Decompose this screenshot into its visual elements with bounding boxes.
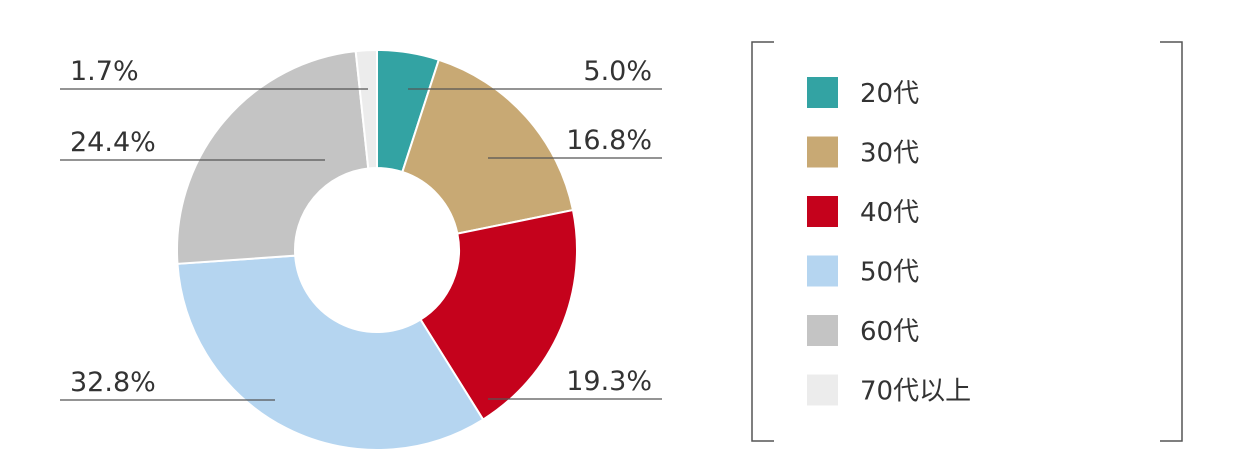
slice-2	[401, 58, 575, 235]
value-label-6: 1.7%	[70, 56, 139, 87]
value-label-5: 24.4%	[70, 127, 156, 158]
slice-3	[419, 208, 578, 421]
slice-4	[176, 254, 485, 451]
slice-6	[354, 48, 378, 170]
legend-label-4: 50代	[860, 258, 919, 288]
legend-label-5: 60代	[860, 317, 919, 347]
legend-label-1: 20代	[860, 79, 919, 109]
value-label-1: 5.0%	[583, 56, 652, 87]
value-labels: 5.0% 16.8% 19.3% 32.8% 24.4% 1.7%	[70, 56, 652, 398]
legend-label-3: 40代	[860, 198, 919, 228]
legend-bracket-left	[751, 41, 774, 442]
legend-swatch-1	[807, 77, 838, 108]
value-label-4: 32.8%	[70, 367, 156, 398]
legend-swatch-2	[807, 136, 838, 168]
value-label-2: 16.8%	[566, 125, 652, 156]
legend-swatch-4	[807, 255, 838, 287]
slice-5	[176, 50, 370, 265]
legend-swatch-6	[807, 374, 838, 406]
donut-slices	[176, 48, 578, 451]
legend-swatch-5	[807, 315, 838, 346]
legend-bracket-right	[1160, 41, 1183, 442]
value-label-3: 19.3%	[566, 366, 652, 397]
leader-lines	[60, 88, 662, 401]
legend-swatch-3	[807, 196, 838, 227]
legend: 20代 30代 40代 50代 60代 70代以上	[751, 41, 1183, 442]
legend-label-6: 70代以上	[860, 377, 971, 407]
legend-label-2: 30代	[860, 139, 919, 169]
